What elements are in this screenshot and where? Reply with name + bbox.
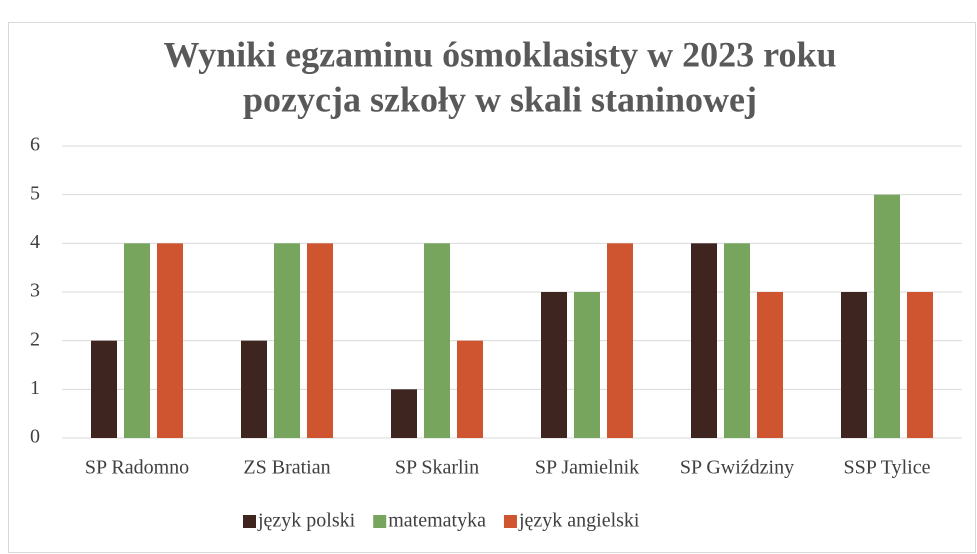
y-tick-label: 6 <box>30 134 40 156</box>
bar <box>874 194 900 438</box>
bar <box>841 292 867 438</box>
bar <box>724 243 750 438</box>
y-tick-label: 1 <box>30 377 40 399</box>
legend-label: matematyka <box>388 510 486 532</box>
bar <box>91 340 117 438</box>
bar <box>691 243 717 438</box>
bar <box>241 340 267 438</box>
x-tick-label: SSP Tylice <box>844 457 931 479</box>
bar <box>574 292 600 438</box>
x-tick-label: ZS Bratian <box>243 457 330 479</box>
y-tick-label: 5 <box>30 182 40 204</box>
chart-title: pozycja szkoły w skali staninowej <box>243 79 757 119</box>
x-tick-label: SP Jamielnik <box>535 457 639 479</box>
chart-title: Wyniki egzaminu ósmoklasisty w 2023 roku <box>163 34 836 74</box>
x-tick-label: SP Radomno <box>85 457 189 479</box>
bar <box>541 292 567 438</box>
bar <box>124 243 150 438</box>
y-tick-label: 2 <box>30 328 40 350</box>
bar <box>907 292 933 438</box>
legend-swatch <box>503 515 517 528</box>
y-tick-label: 3 <box>30 280 40 302</box>
legend-label: język polski <box>257 510 356 532</box>
bar <box>391 389 417 438</box>
bar <box>307 243 333 438</box>
bar <box>607 243 633 438</box>
legend-label: język angielski <box>518 510 640 532</box>
legend-swatch <box>243 515 256 528</box>
x-tick-label: SP Gwiździny <box>680 457 794 479</box>
y-tick-label: 0 <box>30 426 40 448</box>
legend-swatch <box>373 515 387 528</box>
bar <box>424 243 450 438</box>
bar <box>457 340 483 438</box>
y-tick-label: 4 <box>30 231 40 253</box>
bar <box>157 243 183 438</box>
bar <box>274 243 300 438</box>
bar <box>757 292 783 438</box>
x-tick-label: SP Skarlin <box>395 457 479 479</box>
